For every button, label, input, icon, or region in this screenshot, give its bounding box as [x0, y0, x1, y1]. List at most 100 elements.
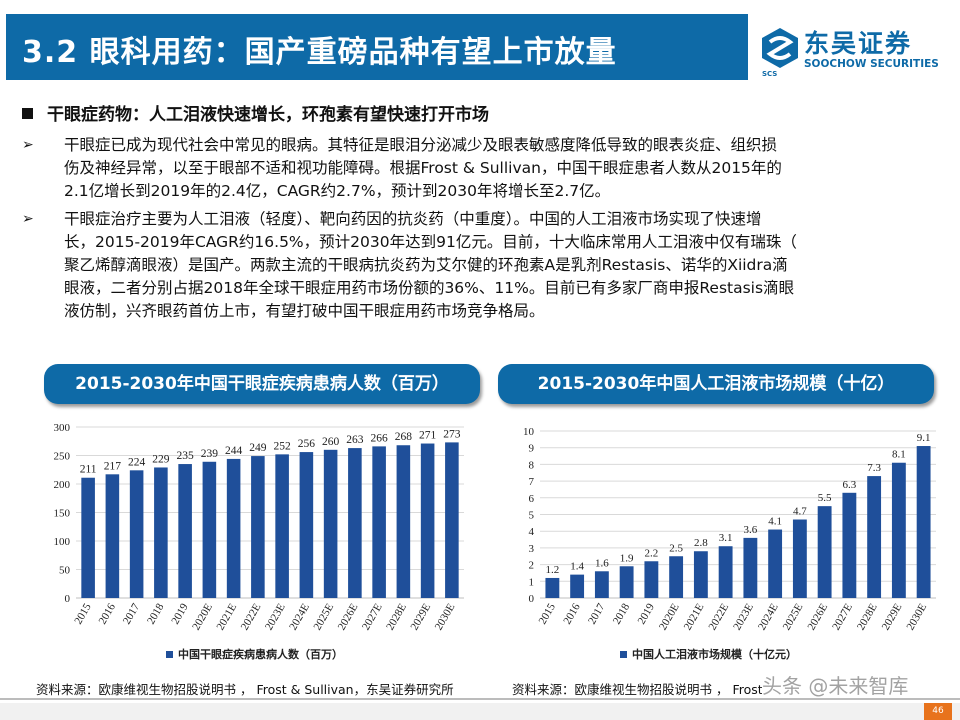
logo-abbr: SCS — [762, 70, 778, 78]
section-heading-text: 干眼症药物：人工泪液快速增长，环孢素有望快速打开市场 — [47, 105, 489, 125]
bar — [743, 537, 758, 598]
x-tick-label: 2016 — [97, 601, 119, 626]
data-label: 2.2 — [645, 547, 659, 559]
x-tick-label: 2016 — [561, 601, 583, 626]
y-tick-label: 3 — [529, 543, 535, 555]
x-tick-label: 2015 — [537, 601, 559, 626]
bar — [792, 519, 807, 598]
paragraph-line: 聚乙烯醇滴眼液）是国产。两款主流的干眼病抗炎药为艾尔健的环孢素A是乳剂Resta… — [64, 256, 788, 274]
x-tick-label: 2015 — [72, 601, 94, 626]
bar — [251, 456, 265, 598]
data-label: 229 — [152, 453, 170, 465]
bar — [768, 529, 783, 598]
y-tick-label: 300 — [54, 422, 71, 434]
data-label: 256 — [298, 438, 316, 450]
data-label: 7.3 — [867, 462, 881, 474]
data-label: 5.5 — [818, 492, 832, 504]
data-label: 4.7 — [793, 506, 807, 518]
x-tick-label: 2017 — [586, 601, 608, 626]
page-number: 46 — [924, 703, 952, 720]
bar — [129, 470, 144, 598]
data-label: 2.5 — [669, 542, 683, 554]
data-label: 2.8 — [694, 537, 708, 549]
bar — [669, 556, 684, 598]
y-tick-label: 5 — [529, 510, 535, 522]
data-label: 260 — [322, 436, 340, 448]
bar — [372, 446, 386, 598]
paragraph-1: ➢ 干眼症已成为现代社会中常见的眼病。其特征是眼泪分泌减少及眼表敏感度降低导致的… — [22, 134, 940, 203]
x-tick-label: 2024E — [756, 601, 781, 632]
x-tick-label: 2027E — [360, 601, 385, 632]
bar — [202, 461, 217, 598]
x-tick-label: 2023E — [731, 601, 756, 632]
y-tick-label: 0 — [65, 593, 71, 605]
header-bar: 3.2 眼科用药：国产重磅品种有望上市放量 — [6, 14, 748, 80]
data-label: 239 — [201, 448, 219, 460]
bar — [445, 442, 459, 598]
x-tick-label: 2020E — [657, 601, 682, 632]
artificial-tears-bar-chart: 0 1 2 3 4 5 6 7 8 9 10 1.2 2015 1.4 2016 1.6 2017 1.9 2018… — [523, 426, 936, 661]
paragraph-2: ➢ 干眼症治疗主要为人工泪液（轻度）、靶向药因的抗炎药（中重度）。中国的人工泪液… — [22, 208, 940, 323]
bar — [916, 446, 931, 598]
bar — [545, 577, 560, 598]
data-label: 8.1 — [892, 449, 906, 461]
x-tick-label: 2018 — [145, 601, 167, 626]
paragraph-line: 长，2015-2019年CAGR约16.5%，预计2030年达到91亿元。目前，… — [64, 233, 797, 251]
x-tick-label: 2029E — [880, 601, 905, 632]
y-tick-label: 10 — [523, 426, 535, 438]
bar — [396, 445, 411, 598]
y-tick-label: 4 — [529, 526, 535, 538]
bar — [594, 571, 609, 598]
footer-divider — [0, 698, 960, 700]
x-tick-label: 2018 — [611, 601, 633, 626]
legend-swatch — [620, 651, 627, 658]
y-tick-label: 2 — [529, 560, 535, 572]
bar — [891, 462, 906, 598]
y-tick-label: 150 — [54, 508, 71, 520]
bar — [817, 506, 832, 598]
data-label: 217 — [104, 460, 122, 472]
x-tick-label: 2025E — [311, 601, 336, 632]
chart-title-right: 2015-2030年中国人工泪液市场规模（十亿） — [498, 364, 934, 404]
page-title: 3.2 眼科用药：国产重磅品种有望上市放量 — [22, 35, 617, 70]
bar — [693, 551, 708, 598]
y-tick-label: 100 — [54, 536, 71, 548]
bar — [299, 452, 314, 598]
data-label: 1.9 — [620, 552, 634, 564]
section-heading: 干眼症药物：人工泪液快速增长，环孢素有望快速打开市场 — [22, 100, 489, 125]
bar — [718, 546, 733, 598]
paragraph-line: 伤及神经异常，以至于眼部不适和视功能障碍。根据Frost & Sullivan，… — [64, 159, 782, 177]
x-tick-label: 2030E — [433, 601, 458, 632]
bar — [81, 477, 95, 598]
paragraph-line: 干眼症已成为现代社会中常见的眼病。其特征是眼泪分泌减少及眼表敏感度降低导致的眼表… — [64, 136, 778, 154]
data-label: 266 — [371, 432, 389, 444]
square-bullet-icon — [22, 108, 33, 119]
legend-label: 中国干眼症疾病患病人数（百万） — [178, 647, 343, 661]
y-tick-label: 6 — [529, 493, 535, 505]
y-tick-label: 0 — [529, 593, 535, 605]
data-label: 273 — [443, 428, 461, 440]
y-tick-label: 7 — [529, 476, 535, 488]
x-tick-label: 2022E — [706, 601, 731, 632]
data-label: 252 — [274, 440, 292, 452]
logo-english-name: SOOCHOW SECURITIES — [804, 58, 939, 70]
x-tick-label: 2019 — [636, 601, 658, 626]
bar — [570, 574, 585, 598]
x-tick-label: 2026E — [336, 601, 361, 632]
bar — [154, 467, 168, 598]
arrow-bullet-icon: ➢ — [22, 137, 34, 153]
x-tick-label: 2025E — [781, 601, 806, 632]
x-tick-label: 2022E — [239, 601, 264, 632]
arrow-bullet-icon: ➢ — [22, 211, 34, 227]
paragraph-line: 2.1亿增长到2019年的2.4亿，CAGR约2.7%，预计到2030年将增长至… — [64, 182, 611, 200]
bar — [105, 474, 120, 598]
y-tick-label: 1 — [529, 576, 535, 588]
data-label: 224 — [128, 456, 146, 468]
x-tick-label: 2026E — [805, 601, 830, 632]
data-label: 244 — [225, 445, 243, 457]
x-tick-label: 2021E — [214, 601, 239, 632]
data-label: 263 — [346, 434, 364, 446]
x-tick-label: 2021E — [682, 601, 707, 632]
paragraph-line: 眼液，二者分别占据2018年全球干眼症用药市场份额的36%、11%。目前已有多家… — [64, 279, 795, 297]
x-tick-label: 2027E — [830, 601, 855, 632]
